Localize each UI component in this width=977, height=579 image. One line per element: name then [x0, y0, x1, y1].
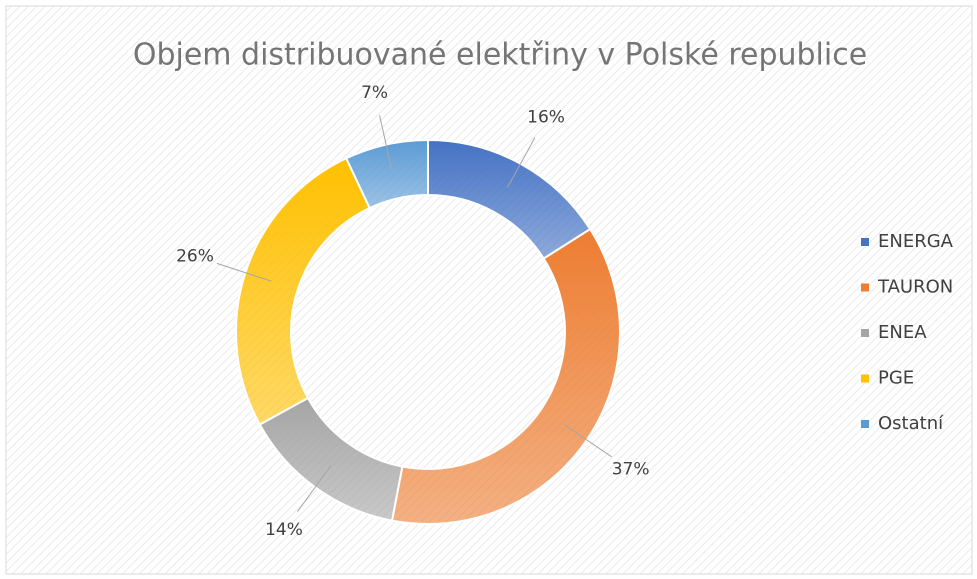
legend-label: Ostatní [878, 413, 944, 434]
data-label: 26% [176, 246, 214, 266]
data-label: 16% [527, 107, 565, 127]
leader-line [564, 424, 612, 458]
legend-marker [861, 374, 869, 383]
donut-slice [344, 138, 429, 210]
legend-label: TAURON [877, 277, 953, 298]
legend-label: PGE [878, 368, 914, 389]
data-label: 37% [612, 460, 650, 480]
data-label: 7% [361, 83, 388, 103]
leader-line [297, 465, 332, 512]
legend-label: ENEA [878, 322, 927, 343]
leader-line [379, 115, 393, 172]
legend-marker [861, 329, 869, 337]
leader-line [507, 137, 536, 188]
chart-title: Objem distribuované elektřiny v Polské r… [133, 38, 867, 73]
legend-marker [861, 238, 869, 246]
legend-label: ENERGA [878, 231, 954, 252]
donut-slice [390, 227, 621, 525]
leader-line [216, 262, 272, 282]
legend-marker [861, 420, 869, 428]
legend-marker [861, 283, 869, 292]
donut-slice [235, 156, 371, 426]
data-label: 14% [265, 520, 303, 540]
